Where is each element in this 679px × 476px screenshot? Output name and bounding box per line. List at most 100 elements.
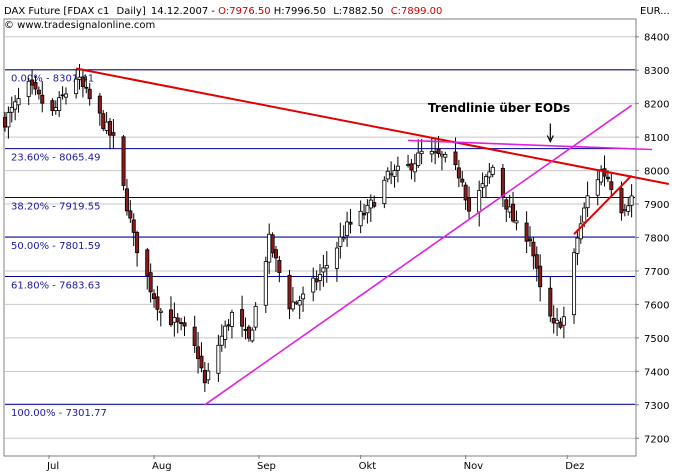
candle	[192, 315, 197, 353]
candle-body	[158, 310, 163, 313]
candle	[196, 332, 201, 374]
fib-label-5: 100.00% - 7301.77	[11, 408, 107, 419]
fib-label-4: 61.80% - 7683.63	[11, 280, 100, 291]
candle	[182, 316, 187, 337]
candle-body	[365, 204, 370, 214]
candle	[97, 92, 102, 126]
candle	[111, 119, 116, 150]
candle	[121, 135, 126, 191]
candle-body	[341, 237, 346, 240]
candle	[463, 182, 468, 211]
candle-body	[558, 321, 563, 328]
candle-body	[595, 179, 600, 196]
candle	[504, 198, 509, 222]
candle-body	[287, 274, 292, 310]
candle-body	[206, 370, 211, 381]
candle-body	[345, 221, 350, 236]
candle	[158, 307, 163, 327]
candle-body	[338, 236, 343, 247]
candle-body	[534, 254, 539, 269]
candle	[101, 109, 106, 132]
x-axis: Jul Aug Sep Okt Nov Dez	[46, 455, 584, 472]
candle	[13, 95, 18, 121]
candle	[334, 241, 339, 282]
candles	[3, 63, 634, 392]
candle-body	[578, 223, 583, 240]
candle	[341, 225, 346, 242]
candle-body	[253, 305, 258, 328]
fib-label-1: 23.60% - 8065.49	[11, 153, 100, 164]
candle-body	[416, 152, 421, 167]
candle	[80, 68, 85, 98]
y-tick-label-7700: 7700	[644, 267, 669, 278]
candle-body	[528, 238, 533, 242]
candle	[629, 184, 634, 218]
trendline-3	[573, 174, 633, 235]
candle	[362, 203, 367, 220]
candle-body	[57, 97, 62, 112]
copyright: © www.tradesignalonline.com	[4, 20, 155, 31]
candle-body	[290, 301, 295, 310]
x-tick-label-sep: Sep	[257, 461, 276, 472]
candle-body	[477, 190, 482, 213]
candle-body	[500, 167, 505, 198]
candle	[467, 186, 472, 220]
y-axis: 7200 7300 7400 7500 7600 7700 7800 7900 8000 8100…	[635, 33, 669, 445]
candle-body	[246, 326, 251, 339]
candle-body	[13, 101, 18, 110]
y-tick-label-8300: 8300	[644, 66, 669, 77]
header-date: 14.12.2007	[151, 6, 208, 17]
candle-body	[622, 208, 627, 211]
candle	[124, 178, 129, 216]
candle-body	[301, 293, 306, 300]
candle	[152, 289, 157, 308]
candle	[443, 151, 448, 163]
candle	[84, 76, 89, 94]
y-tick-label-7200: 7200	[644, 434, 669, 445]
candle-body	[324, 265, 329, 269]
candle-body	[128, 210, 133, 219]
candle	[145, 247, 150, 290]
fib-label-2: 38.20% - 7919.55	[11, 201, 100, 212]
candle	[595, 170, 600, 206]
candle-body	[321, 267, 326, 273]
candle	[561, 306, 566, 339]
candle	[514, 210, 519, 231]
candle-body	[487, 171, 492, 178]
candle-body	[124, 188, 129, 212]
candle-body	[629, 195, 634, 206]
candle	[16, 87, 21, 113]
annotation: Trendlinie über EODs	[428, 101, 570, 143]
candle-body	[77, 76, 82, 80]
candle-body	[385, 170, 390, 180]
candle-body	[368, 199, 373, 209]
candle-body	[229, 311, 234, 327]
candle-body	[9, 107, 14, 113]
candle-body	[561, 316, 566, 326]
candle	[135, 230, 140, 267]
candle-body	[277, 260, 282, 273]
candle	[108, 117, 113, 150]
candle-body	[412, 163, 417, 173]
candle-body	[250, 329, 255, 342]
candle-body	[216, 344, 221, 374]
annotation-text: Trendlinie über EODs	[428, 101, 570, 115]
candle-body	[199, 355, 204, 369]
candle-body	[311, 277, 316, 293]
candle-body	[395, 165, 400, 171]
trendline-0	[75, 67, 670, 185]
candle	[155, 285, 160, 321]
candle-body	[392, 170, 397, 177]
candle	[297, 295, 302, 320]
candle	[301, 286, 306, 312]
candle-body	[175, 317, 180, 323]
candle	[578, 215, 583, 244]
candle	[534, 246, 539, 282]
candle-body	[382, 179, 387, 204]
candle	[500, 163, 505, 208]
candle	[345, 211, 350, 247]
x-tick-label-okt: Okt	[359, 461, 377, 472]
candle	[511, 191, 516, 223]
candle-body	[433, 151, 438, 154]
candle	[395, 156, 400, 183]
